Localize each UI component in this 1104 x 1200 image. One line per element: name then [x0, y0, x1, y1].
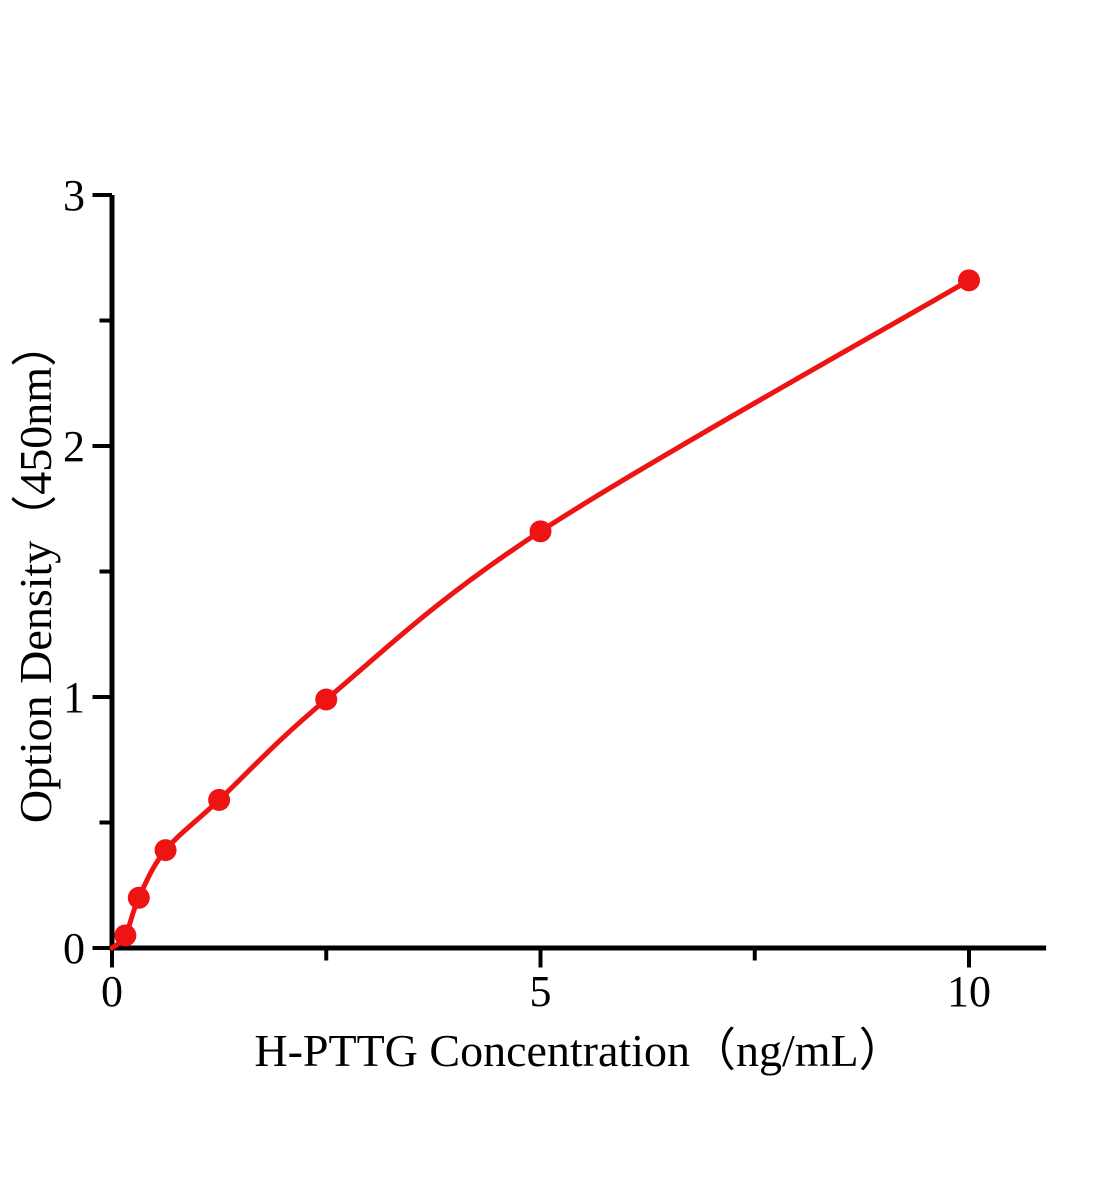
- y-tick-label: 3: [63, 171, 85, 220]
- data-point: [958, 269, 980, 292]
- data-point: [315, 688, 338, 711]
- data-point: [529, 520, 552, 543]
- data-point: [127, 886, 150, 909]
- y-tick-label: 0: [63, 924, 85, 973]
- y-tick-label: 1: [63, 673, 85, 722]
- x-tick-label: 10: [947, 967, 991, 1016]
- fit-curve: [109, 277, 972, 951]
- x-tick-label: 5: [530, 967, 552, 1016]
- data-point: [114, 924, 137, 947]
- x-tick-label: 0: [101, 967, 123, 1016]
- y-tick-label: 2: [63, 422, 85, 471]
- y-axis-title: Option Density（450nm）: [10, 320, 61, 824]
- data-point: [208, 788, 231, 811]
- axis-spines: [109, 195, 1047, 951]
- data-point: [154, 839, 177, 862]
- x-axis-title: H-PTTG Concentration（ng/mL）: [254, 1025, 905, 1076]
